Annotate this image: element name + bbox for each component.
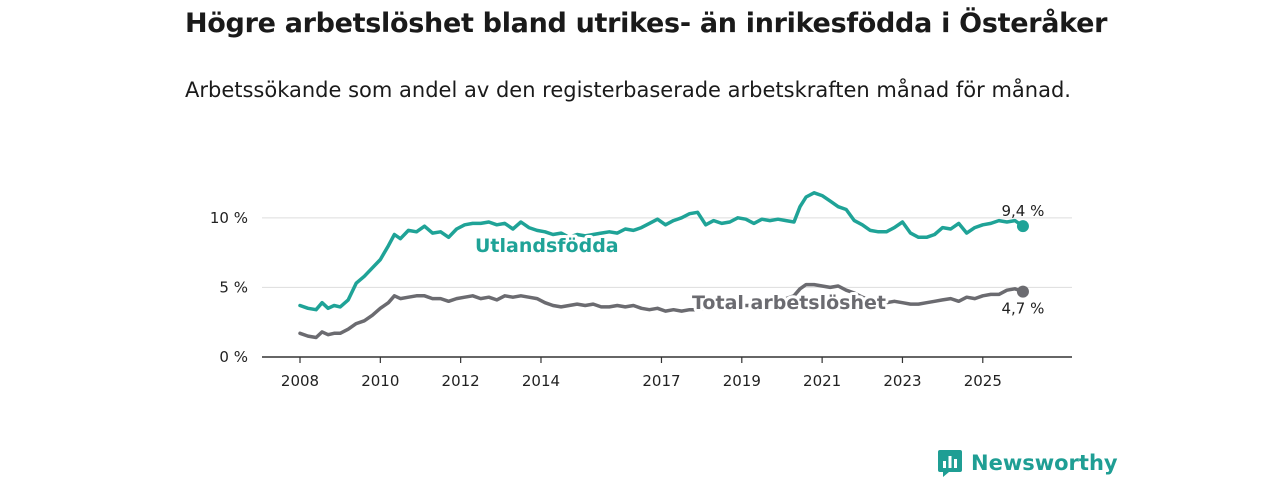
x-tick-label: 2023	[883, 372, 921, 390]
end-point-utlandsfodda	[1016, 220, 1029, 233]
x-tick-label: 2019	[723, 372, 761, 390]
end-value-label-utlandsfodda: 9,4 %	[1002, 202, 1045, 220]
series-line-utlandsfodda	[298, 191, 1025, 312]
x-tick-label: 2008	[281, 372, 319, 390]
series-label-utlandsfodda: Utlandsfödda	[475, 235, 619, 257]
chart-title: Högre arbetslöshet bland utrikes- än inr…	[185, 8, 1108, 39]
end-point-total-arbetsloshet	[1016, 285, 1029, 298]
brand-name: Newsworthy	[971, 451, 1118, 475]
y-tick-label: 10 %	[210, 209, 248, 227]
x-tick-label: 2017	[642, 372, 680, 390]
newsworthy-logo-icon	[938, 450, 962, 477]
end-value-label-total: 4,7 %	[1002, 300, 1045, 318]
x-tick-label: 2010	[361, 372, 399, 390]
y-tick-label: 0 %	[219, 348, 248, 366]
x-tick-label: 2012	[442, 372, 480, 390]
brand-logo: Newsworthy	[937, 448, 1118, 478]
series-label-total: Total arbetslöshet	[692, 292, 886, 314]
x-tick-label: 2014	[522, 372, 560, 390]
chart-subtitle: Arbetssökande som andel av den registerb…	[185, 78, 1071, 102]
y-tick-label: 5 %	[219, 278, 248, 296]
x-tick-label: 2025	[964, 372, 1002, 390]
x-tick-label: 2021	[803, 372, 841, 390]
series-line-total-arbetsloshet	[298, 282, 1025, 340]
